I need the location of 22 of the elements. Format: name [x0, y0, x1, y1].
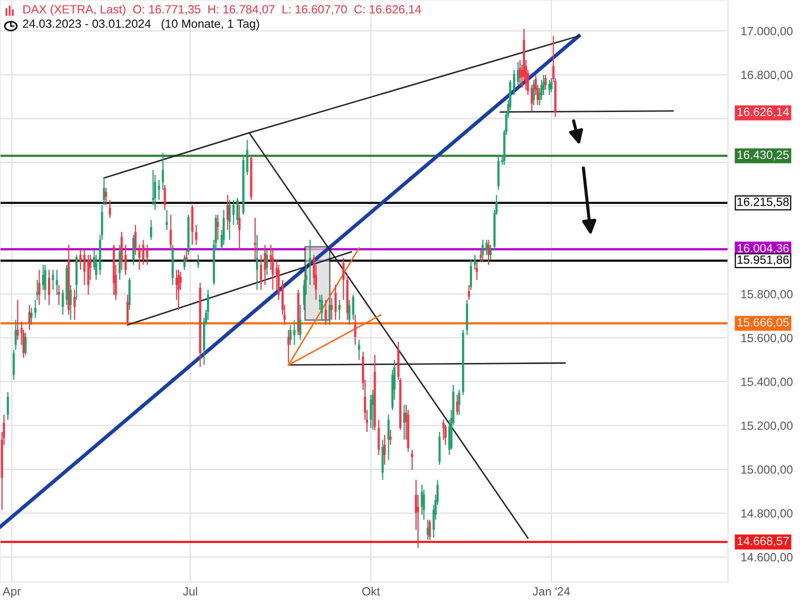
- x-tick-label: Apr: [2, 587, 21, 598]
- y-tick-label: 14.600,00: [741, 553, 793, 563]
- ref-line-label: 14.668,57: [738, 536, 789, 547]
- x-tick-label: Jul: [182, 586, 198, 596]
- y-tick-label: 17.000,00: [741, 26, 793, 37]
- y-tick-label: 15.400,00: [741, 378, 793, 388]
- y-tick-label: 15.000,00: [741, 465, 793, 476]
- x-tick-label: Okt: [362, 586, 380, 596]
- y-tick-label: 16.800,00: [741, 70, 793, 81]
- ref-line-label: 16.004,36: [738, 244, 789, 254]
- ref-line-label: 15.666,05: [738, 318, 789, 328]
- y-tick-label: 14.800,00: [741, 509, 793, 519]
- text: 24.03.2023 - 03.01.2024 (10 Monate, 1 Tag): [22, 19, 260, 30]
- y-tick-label: 15.800,00: [741, 290, 793, 300]
- x-tick-label: Jan '24: [532, 587, 570, 596]
- y-tick-label: 15.200,00: [741, 422, 793, 432]
- ref-line-label: 15.951,86: [738, 255, 789, 266]
- y-tick-label: 15.600,00: [741, 334, 793, 344]
- ref-line-label: 16.430,25: [738, 150, 789, 160]
- text: 16.626,14: [738, 108, 789, 118]
- chart-title: DAX (XETRA, Last) O: 16.771,35 H: 16.784,07 L: 16.607,70 C: 16.626,14: [23, 4, 422, 16]
- ref-line-label: 16.215,58: [738, 198, 789, 208]
